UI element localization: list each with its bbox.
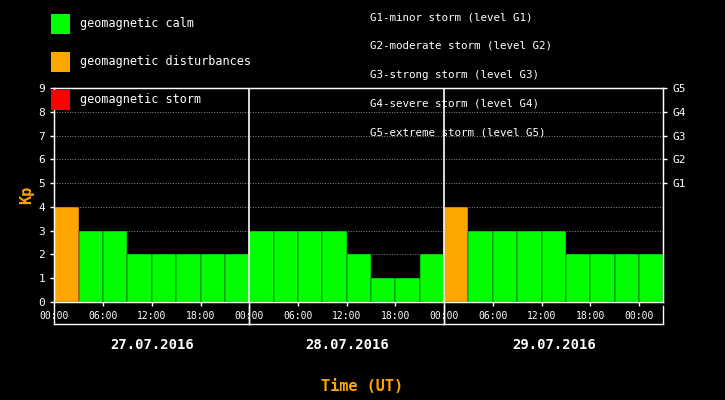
Bar	[371, 278, 395, 302]
Bar	[152, 254, 176, 302]
Bar	[493, 231, 517, 302]
Bar	[225, 254, 249, 302]
Text: geomagnetic calm: geomagnetic calm	[80, 18, 194, 30]
Bar	[79, 231, 103, 302]
Bar	[273, 231, 298, 302]
Y-axis label: Kp: Kp	[20, 186, 34, 204]
Bar	[468, 231, 493, 302]
Text: G2-moderate storm (level G2): G2-moderate storm (level G2)	[370, 41, 552, 51]
Bar	[103, 231, 128, 302]
Text: G5-extreme storm (level G5): G5-extreme storm (level G5)	[370, 127, 545, 137]
Bar	[298, 231, 323, 302]
Bar	[347, 254, 371, 302]
Text: G3-strong storm (level G3): G3-strong storm (level G3)	[370, 70, 539, 80]
Text: 27.07.2016: 27.07.2016	[110, 338, 194, 352]
Text: G1-minor storm (level G1): G1-minor storm (level G1)	[370, 12, 532, 22]
Bar	[542, 231, 566, 302]
Bar	[249, 231, 273, 302]
Bar	[323, 231, 347, 302]
Bar	[395, 278, 420, 302]
Bar	[176, 254, 201, 302]
Text: 29.07.2016: 29.07.2016	[512, 338, 596, 352]
Text: 28.07.2016: 28.07.2016	[304, 338, 389, 352]
Bar	[590, 254, 615, 302]
Text: G4-severe storm (level G4): G4-severe storm (level G4)	[370, 98, 539, 108]
Bar	[54, 207, 79, 302]
Bar	[420, 254, 444, 302]
Bar	[615, 254, 639, 302]
Bar	[201, 254, 225, 302]
Text: geomagnetic storm: geomagnetic storm	[80, 94, 201, 106]
Text: Time (UT): Time (UT)	[321, 379, 404, 394]
Text: geomagnetic disturbances: geomagnetic disturbances	[80, 56, 251, 68]
Bar	[639, 254, 663, 302]
Bar	[444, 207, 468, 302]
Bar	[517, 231, 542, 302]
Bar	[128, 254, 152, 302]
Bar	[566, 254, 590, 302]
